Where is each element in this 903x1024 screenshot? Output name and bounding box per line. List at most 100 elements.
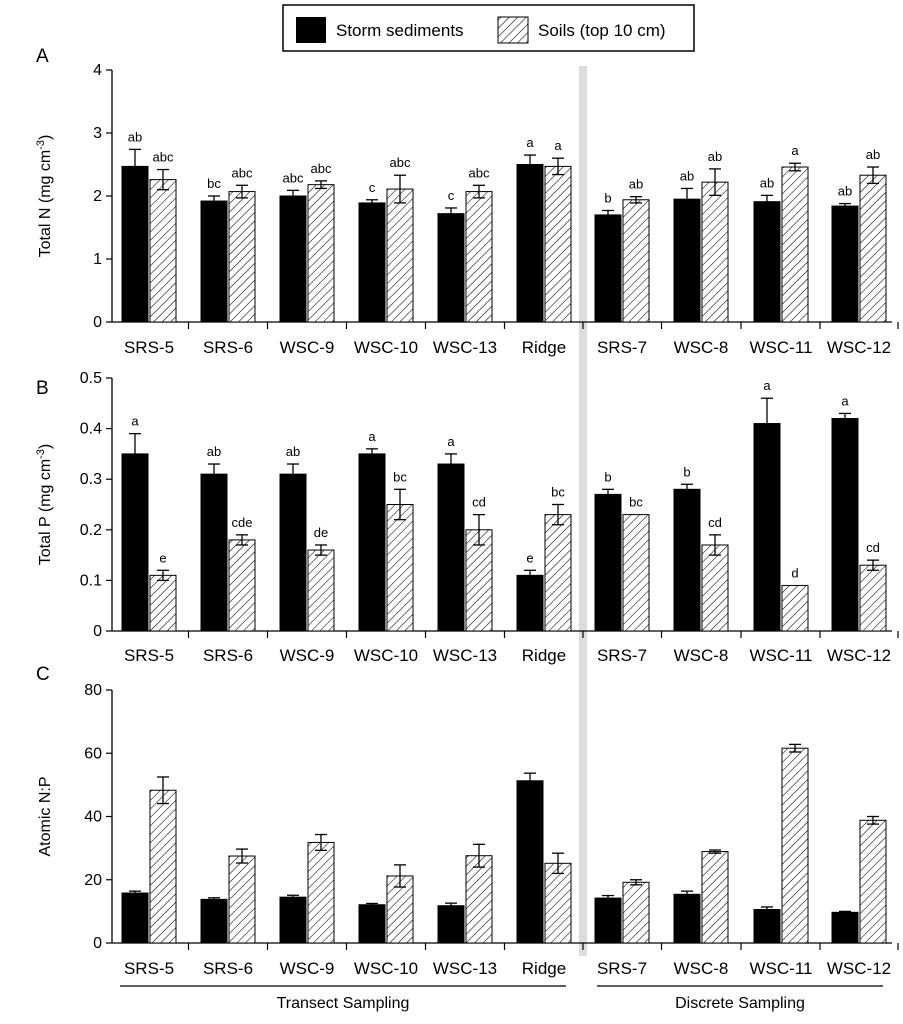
bar-soils [781,584,809,632]
category-label: SRS-6 [203,646,253,665]
bar-storm-sediments [200,473,228,632]
bar-storm-sediments [673,893,701,944]
bar-soils [228,191,256,323]
legend-swatch-storm [296,17,326,43]
category-label: SRS-6 [203,959,253,978]
bar-storm-sediments [437,463,465,632]
category-label: SRS-5 [124,338,174,357]
bar-storm-sediments [437,213,465,323]
panel-c-atomic-np: 0 20 40 60 80 Atomic N:P SRS-5 SRS-6 WSC-9 WSC-10… [37,682,899,978]
category-label: WSC-11 [750,338,813,357]
bar-storm-sediments [673,198,701,323]
category-label: WSC-10 [354,959,418,978]
bar-storm-sediments [831,205,859,323]
y-axis-label-main: Total P (mg cm [37,459,54,565]
y-axis-label-end: ) [37,444,54,449]
significance-label: abc [311,161,332,176]
bar-storm-sediments [753,423,781,632]
category-label: WSC-11 [750,646,813,665]
bar-storm-sediments [121,892,149,944]
category-label: SRS-7 [597,646,647,665]
bar-soils [386,504,414,632]
significance-label: a [368,429,376,444]
bar-soils [701,851,729,944]
bar-soils [149,179,177,323]
y-tick-label: 0 [93,623,102,640]
panel-label-b: B [36,378,49,399]
legend-label-soil: Soils (top 10 cm) [538,21,666,40]
y-tick-label: 1 [93,251,102,268]
panel-a-total-n: 0 1 2 3 4 Total N (mg cm-3) SRS-5 SRS-6 WSC-9 WSC… [35,62,899,357]
significance-label: a [791,143,799,158]
bar-soils [149,789,177,944]
y-axis-label-main: Atomic N:P [37,776,54,856]
category-label: WSC-10 [354,338,418,357]
y-tick-label: 0.1 [80,572,102,589]
panel-b-total-p: 0 0.1 0.2 0.3 0.4 0.5 Total P (mg cm-3) SRS-5 SR… [35,370,899,665]
bar-storm-sediments [279,896,307,944]
legend-box [282,4,695,52]
bar-storm-sediments [516,780,544,944]
bar-soils [622,199,650,323]
category-label: WSC-12 [827,646,891,665]
significance-label: a [554,138,562,153]
bar-soils [228,855,256,944]
bar-storm-sediments [358,453,386,632]
y-axis-label-end: ) [37,135,54,140]
group-brackets: Transect Sampling Discrete Sampling [120,985,883,1012]
significance-label: b [604,469,611,484]
bar-soils [781,747,809,944]
y-tick-label: 3 [93,125,102,142]
y-axis-label: Atomic N:P [37,776,54,856]
bar-soils [465,191,493,323]
category-label: WSC-11 [750,959,813,978]
y-tick-label: 4 [93,62,102,79]
significance-label: bc [629,495,643,510]
bar-soils [622,881,650,944]
bar-storm-sediments [516,574,544,632]
y-tick-label: 0 [93,314,102,331]
category-label: SRS-5 [124,959,174,978]
significance-label: ab [629,177,643,192]
category-label: WSC-9 [280,959,335,978]
bar-soils [544,514,572,632]
y-tick-label: 0.4 [80,421,102,438]
significance-label: c [369,180,376,195]
category-label: WSC-8 [674,959,729,978]
category-label: SRS-6 [203,338,253,357]
significance-label: ab [680,168,694,183]
bar-soils [228,539,256,632]
significance-label: a [131,414,139,429]
bar-soils [149,574,177,632]
significance-label: e [159,550,166,565]
y-tick-label: 40 [84,809,102,826]
bar-soils [307,549,335,632]
significance-label: ab [286,444,300,459]
category-label: Ridge [522,646,566,665]
category-label: WSC-12 [827,338,891,357]
bar-storm-sediments [200,200,228,323]
category-label: WSC-8 [674,338,729,357]
significance-label: a [447,434,455,449]
category-label: WSC-13 [433,646,497,665]
bar-soils [544,862,572,944]
bar-storm-sediments [358,904,386,944]
bar-storm-sediments [673,488,701,632]
category-label: WSC-9 [280,646,335,665]
y-axis-label: Total P (mg cm-3) [35,444,54,566]
y-axis-label-main: Total N (mg cm [37,150,54,258]
bar-soils [307,184,335,323]
significance-label: bc [551,485,565,500]
significance-label: c [448,188,455,203]
panel-label-c: C [36,664,50,685]
significance-label: ab [207,444,221,459]
category-label: Ridge [522,959,566,978]
significance-label: abc [283,170,304,185]
significance-label: abc [232,165,253,180]
significance-label: cd [866,540,880,555]
bar-soils [386,188,414,323]
y-tick-label: 80 [84,682,102,699]
significance-label: a [841,393,849,408]
bar-soils [307,841,335,944]
